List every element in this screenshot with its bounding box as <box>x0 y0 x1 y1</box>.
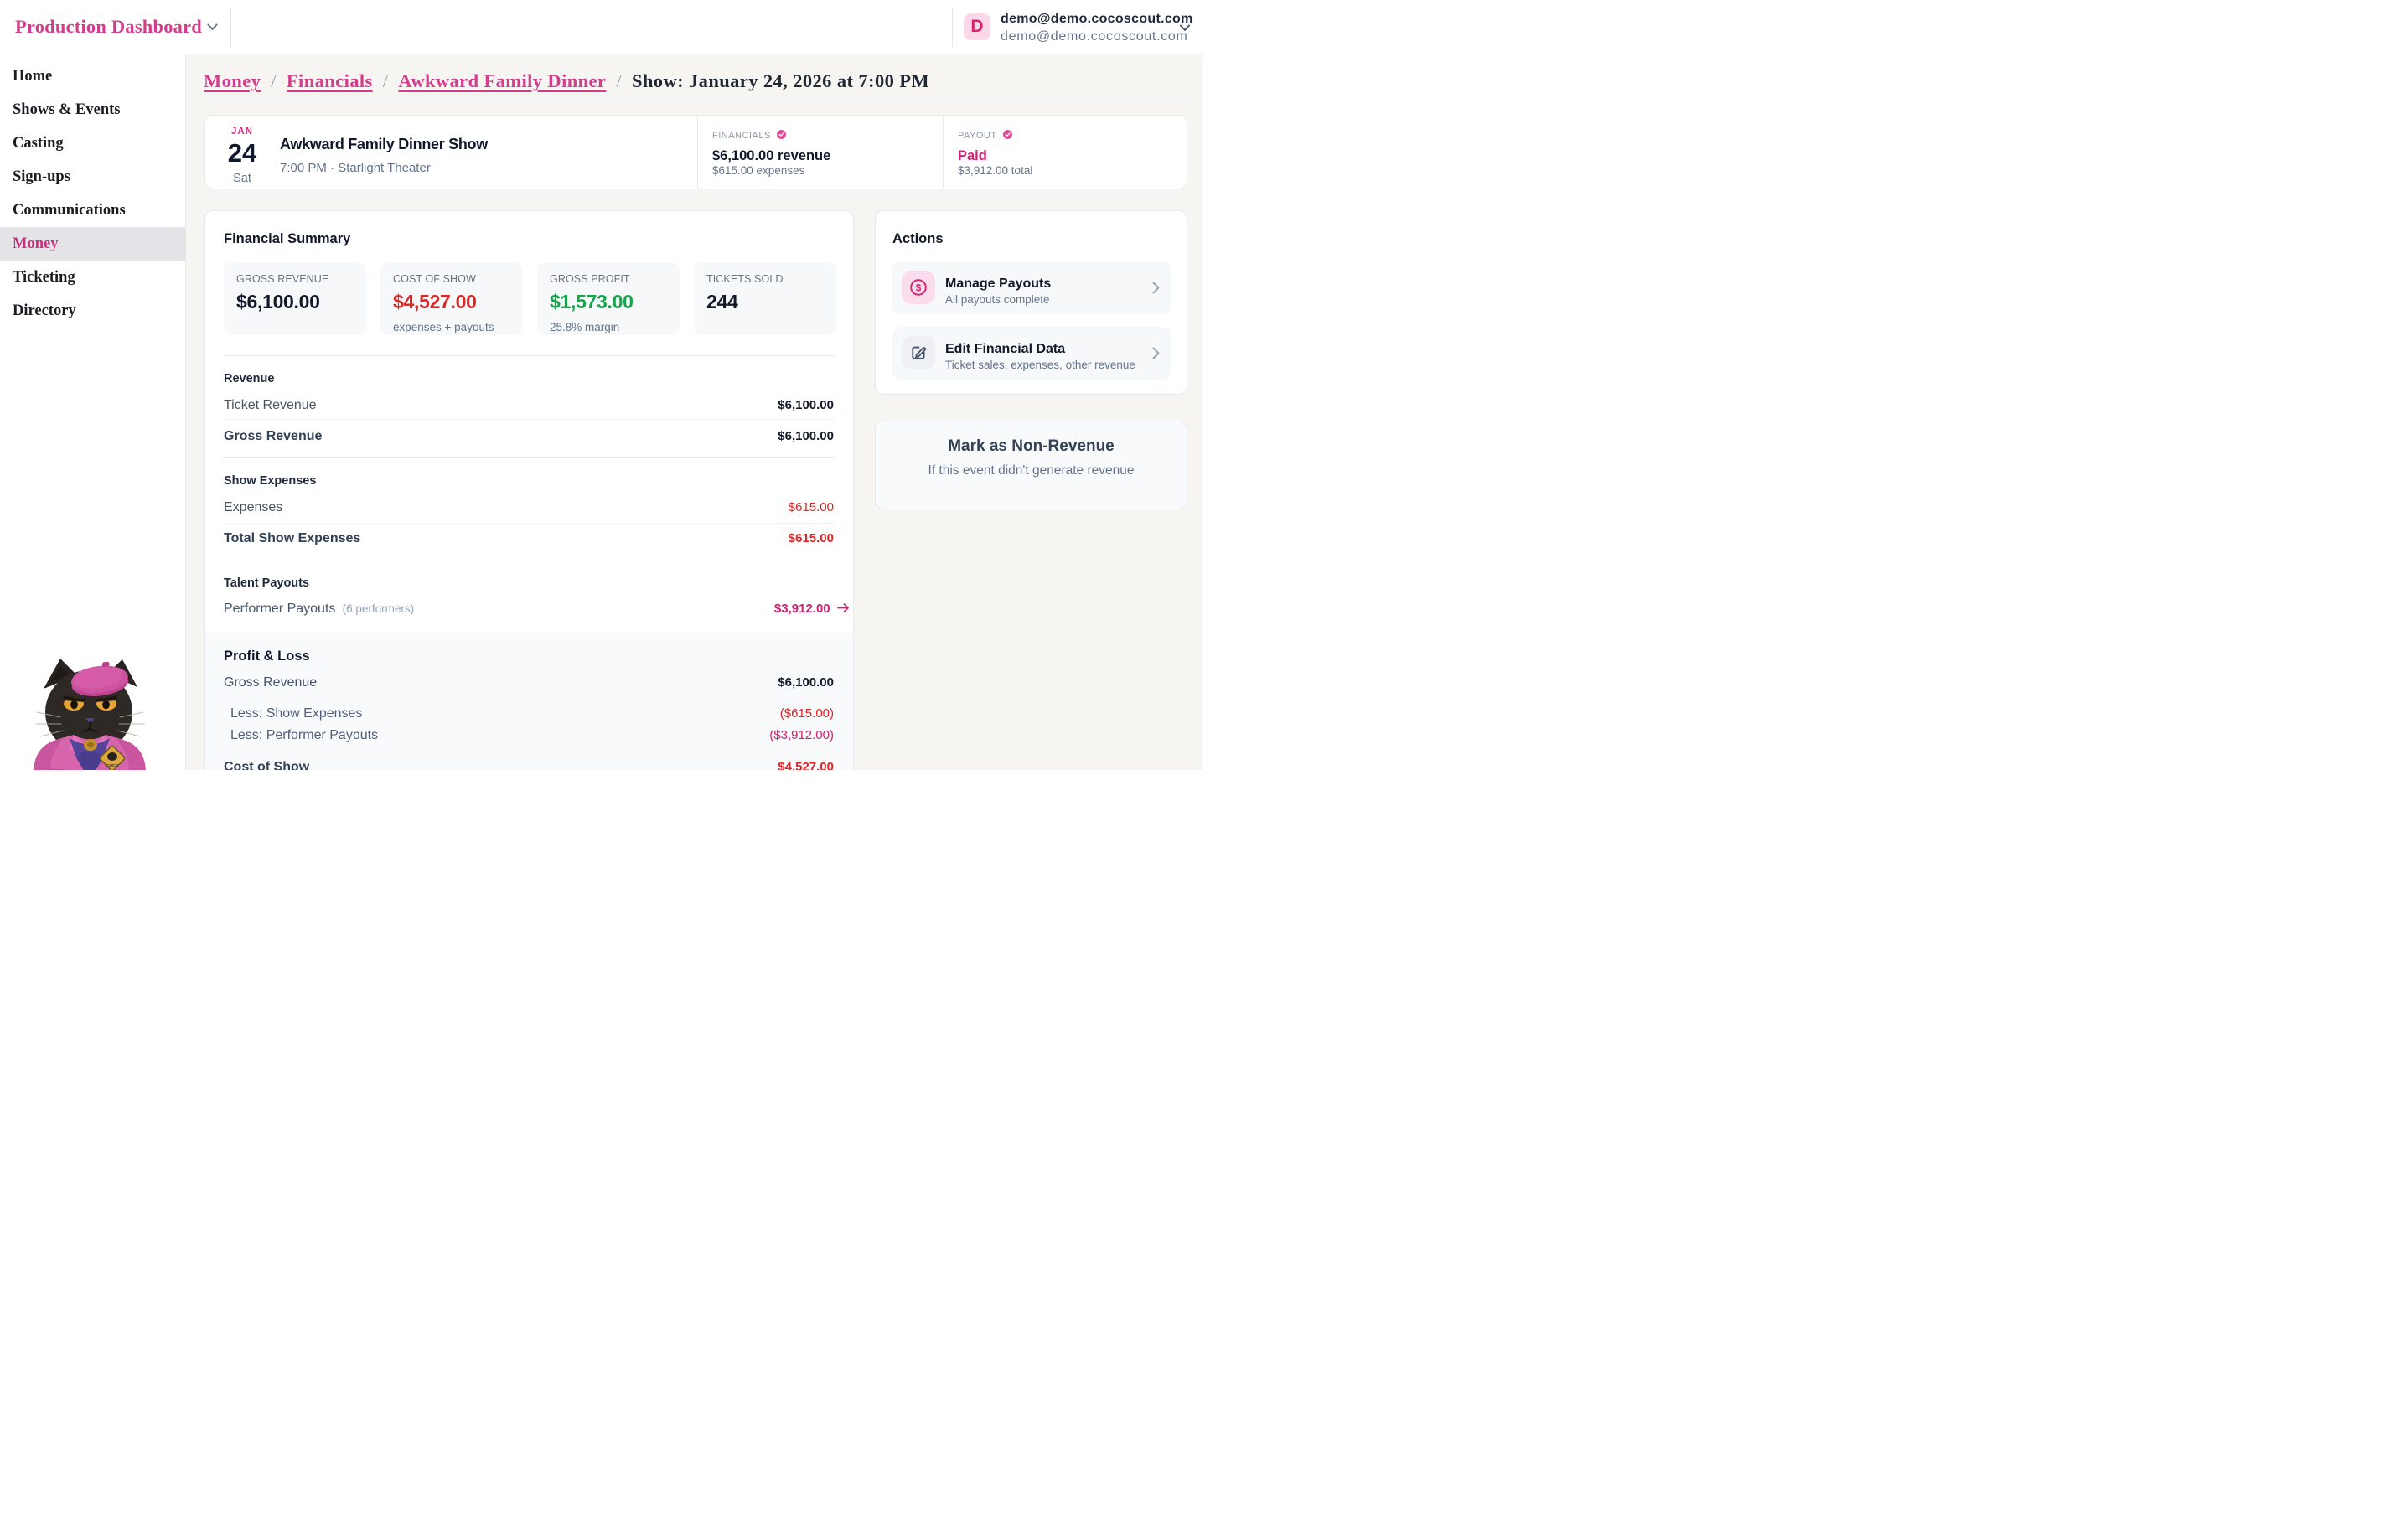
svg-text:$: $ <box>916 283 922 293</box>
svg-text:COCO: COCO <box>106 763 119 768</box>
